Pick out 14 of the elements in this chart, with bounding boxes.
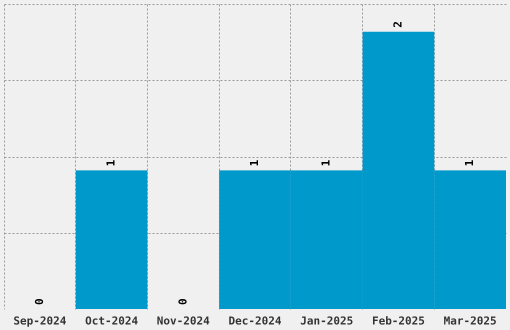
- data-label: 0: [32, 298, 46, 305]
- x-tick-label: Dec-2024: [228, 314, 282, 328]
- data-label: 0: [176, 298, 190, 305]
- data-label: 1: [463, 159, 476, 166]
- x-tick-label: Oct-2024: [85, 314, 138, 328]
- data-label: 1: [320, 159, 333, 166]
- data-label: 2: [391, 21, 404, 28]
- x-tick-label: Feb-2025: [372, 314, 425, 328]
- x-tick-label: Mar-2025: [444, 314, 497, 328]
- data-label: 1: [248, 159, 261, 166]
- x-tick-label: Nov-2024: [156, 314, 210, 328]
- x-tick-label: Jan-2025: [300, 314, 354, 328]
- x-tick-label: Sep-2024: [13, 314, 67, 328]
- data-label: 1: [104, 159, 118, 166]
